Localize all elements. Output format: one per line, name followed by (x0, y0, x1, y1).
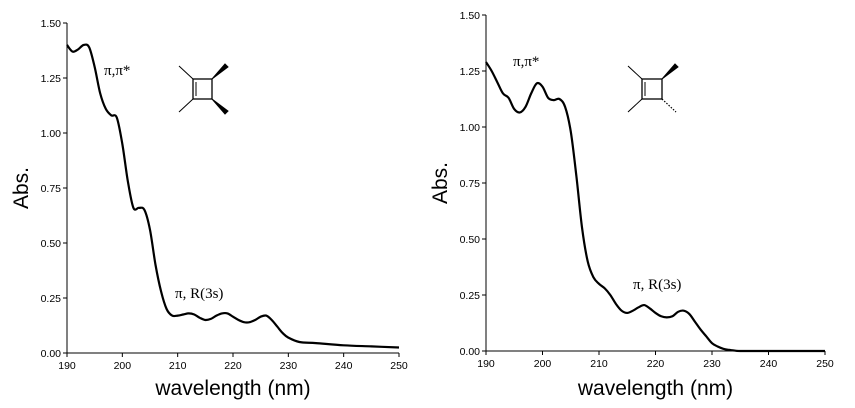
y-tick-label: 0.75 (460, 178, 481, 190)
x-tick-label: 200 (534, 358, 552, 370)
y-tick-label: 1.00 (41, 128, 62, 140)
annotation-pi-r3s: π, R(3s) (175, 286, 223, 302)
x-tick-label: 210 (169, 360, 187, 372)
y-tick-label: 0.50 (41, 238, 62, 250)
x-tick-label: 220 (647, 358, 665, 370)
x-tick-label: 210 (590, 358, 608, 370)
x-axis-label: wavelength (nm) (577, 377, 733, 400)
x-tick-label: 230 (280, 360, 298, 372)
series-line-spectrum (66, 43, 400, 349)
x-tick-label: 240 (760, 358, 778, 370)
panel-left: π,π* π, R(3s) 0.00 0.25 0.50 0.75 1.00 1.25 1.… (10, 18, 408, 400)
y-tick-label: 1.25 (460, 66, 481, 78)
panel-right: π,π* π, R(3s) 0.00 0.25 0.50 0.75 1.00 1.25 1.… (429, 10, 834, 400)
y-tick-label: 1.00 (460, 122, 481, 134)
y-tick-label: 1.25 (41, 73, 62, 85)
y-tick-label: 1.50 (41, 18, 62, 30)
y-tick-label: 0.25 (460, 290, 481, 302)
y-axis-label: Abs. (429, 162, 452, 204)
x-tick-label: 200 (114, 360, 132, 372)
x-tick-label: 240 (335, 360, 353, 372)
y-tick-label: 0.00 (460, 346, 481, 358)
y-tick-label: 1.50 (460, 10, 481, 22)
y-tick-label: 0.00 (41, 348, 62, 360)
cyclobutene-structure-icon (627, 63, 679, 113)
y-tick-label: 0.25 (41, 293, 62, 305)
x-tick-label: 220 (224, 360, 242, 372)
y-tick-label: 0.75 (41, 183, 62, 195)
y-tick-label: 0.50 (460, 234, 481, 246)
y-axis-label: Abs. (10, 167, 33, 209)
x-tick-label: 250 (390, 360, 408, 372)
annotation-pi-r3s: π, R(3s) (633, 277, 681, 293)
x-tick-label: 190 (477, 358, 495, 370)
cyclobutene-structure-icon (178, 63, 229, 115)
annotation-pi-pi-star: π,π* (104, 63, 130, 79)
x-tick-label: 230 (703, 358, 721, 370)
x-tick-label: 190 (58, 360, 76, 372)
x-tick-label: 250 (816, 358, 834, 370)
x-axis-label: wavelength (nm) (154, 377, 310, 400)
annotation-pi-pi-star: π,π* (513, 54, 539, 70)
series-line-spectrum (485, 61, 825, 353)
